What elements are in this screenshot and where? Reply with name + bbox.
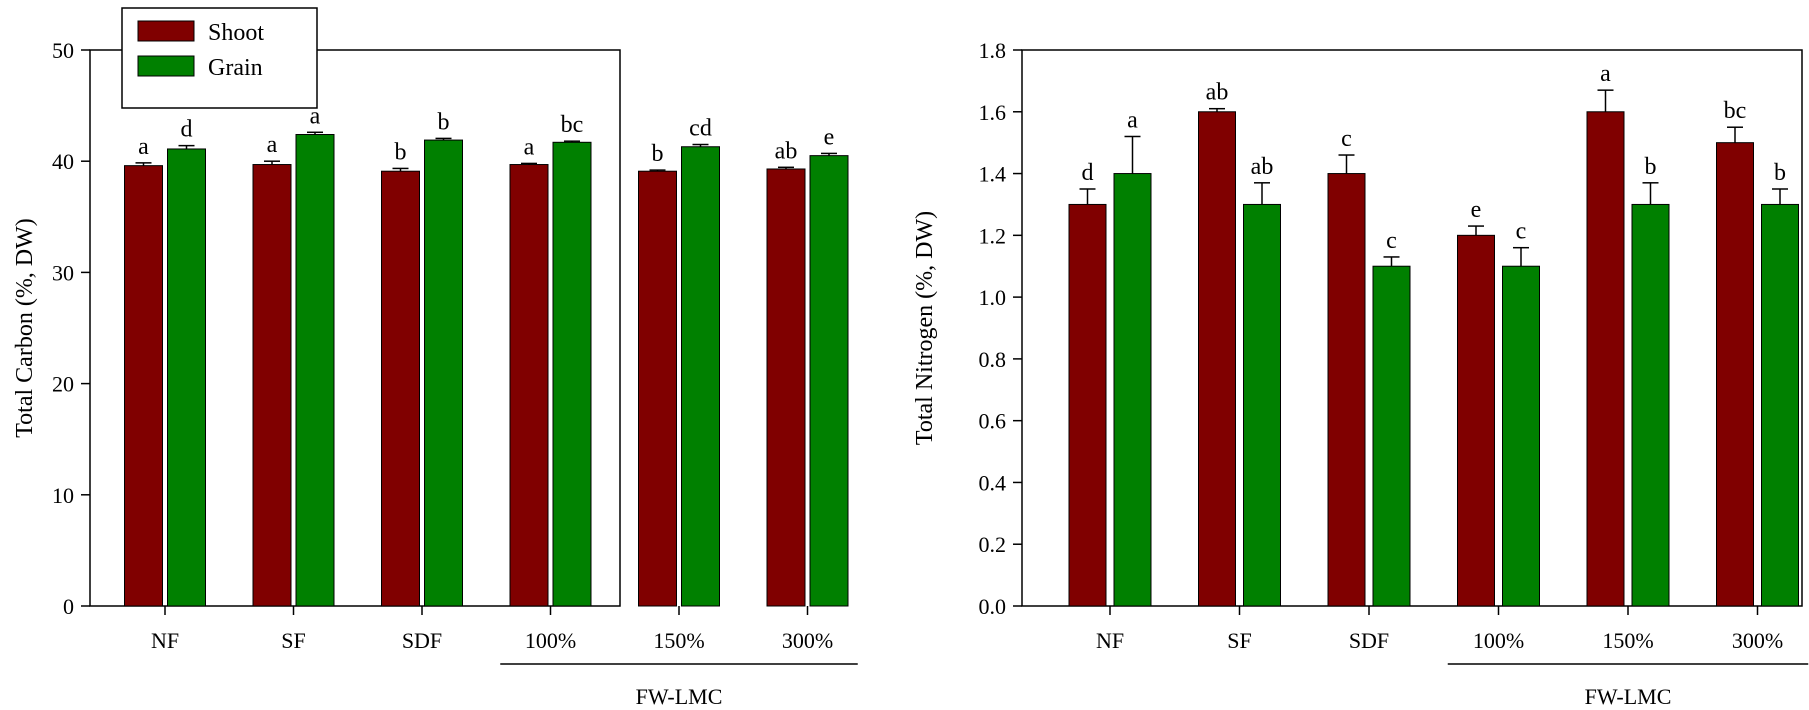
bar-grain — [1243, 203, 1281, 607]
bar-shoot — [1586, 111, 1625, 607]
y-tick-label: 1.6 — [979, 100, 1007, 125]
bar-grain — [167, 148, 206, 607]
y-tick-label: 50 — [52, 38, 74, 63]
legend-swatch-grain — [137, 55, 195, 77]
legend: Shoot Grain — [121, 7, 318, 109]
y-tick-label: 0.0 — [979, 594, 1007, 619]
significance-letter: ab — [1251, 154, 1274, 180]
chart-panel-2: 0.0 0.2 0.4 0.6 0.8 1.0 1.2 1.4 1.6 1.8 Total Nitr… — [912, 38, 1809, 709]
significance-letter: d — [1082, 160, 1094, 186]
y-tick-label: 0.2 — [979, 532, 1007, 557]
x-tick-label: 150% — [1602, 628, 1653, 653]
y-tick-label: 0 — [63, 594, 74, 619]
x-tick-label: SF — [281, 628, 305, 653]
significance-letter: a — [310, 103, 321, 129]
y-axis-label: Total Carbon (%, DW) — [12, 218, 38, 438]
x-tick-label: NF — [151, 628, 179, 653]
significance-letter: e — [824, 124, 835, 150]
bar-shoot — [252, 164, 292, 607]
bar-grain — [1372, 265, 1411, 607]
significance-letter: b — [1774, 160, 1786, 186]
y-tick-label: 0.8 — [979, 347, 1007, 372]
bar-grain — [1761, 203, 1799, 607]
x-tick-label: NF — [1096, 628, 1124, 653]
bar-shoot — [1198, 111, 1236, 607]
significance-letter: a — [138, 134, 149, 160]
significance-letter: a — [524, 134, 535, 160]
significance-letter: b — [652, 141, 664, 167]
bar-grain — [424, 139, 463, 607]
significance-letter: d — [181, 117, 193, 143]
bar-shoot — [1457, 234, 1495, 607]
y-tick-label: 20 — [52, 372, 74, 397]
bar-grain — [1502, 265, 1540, 607]
y-tick-label: 0.6 — [979, 409, 1007, 434]
bar-grain — [295, 134, 335, 607]
legend-label-grain: Grain — [208, 55, 263, 81]
significance-letter: a — [1600, 61, 1611, 87]
y-tick-label: 30 — [52, 260, 74, 285]
x-tick-label: 100% — [1473, 628, 1524, 653]
y-tick-label: 10 — [52, 483, 74, 508]
legend-swatch-shoot — [137, 20, 195, 42]
x-tick-label: SDF — [1349, 628, 1389, 653]
x-tick-label: 150% — [653, 628, 704, 653]
significance-letter: cd — [689, 116, 712, 142]
bar-shoot — [381, 170, 420, 607]
x-tick-label: SF — [1227, 628, 1251, 653]
y-tick-label: 1.8 — [979, 38, 1007, 63]
bar-shoot — [1068, 203, 1107, 607]
bar-grain — [809, 155, 849, 607]
bar-shoot — [638, 170, 677, 607]
significance-letter: a — [1127, 107, 1138, 133]
bar-grain — [552, 141, 592, 607]
legend-label-shoot: Shoot — [208, 20, 264, 46]
plot-frame — [1021, 49, 1803, 607]
bar-grain — [1113, 173, 1152, 607]
x-tick-label: SDF — [402, 628, 442, 653]
x-tick-label: 300% — [782, 628, 833, 653]
y-tick-label: 1.0 — [979, 285, 1007, 310]
significance-letter: b — [395, 139, 407, 165]
significance-letter: c — [1516, 219, 1527, 245]
plot-frame — [89, 49, 621, 607]
significance-letter: c — [1341, 126, 1352, 152]
significance-letter: b — [438, 109, 450, 135]
group-label: FW-LMC — [636, 684, 723, 709]
significance-letter: c — [1386, 228, 1397, 254]
bar-shoot — [509, 164, 549, 607]
bar-grain — [1631, 203, 1670, 607]
bar-shoot — [1716, 142, 1754, 607]
y-tick-label: 1.4 — [979, 162, 1007, 187]
x-tick-label: 100% — [525, 628, 576, 653]
significance-letter: bc — [561, 112, 584, 138]
significance-letter: ab — [775, 138, 798, 164]
y-tick-label: 1.2 — [979, 223, 1007, 248]
bar-grain — [681, 146, 720, 607]
y-axis-label: Total Nitrogen (%, DW) — [912, 211, 938, 445]
significance-letter: bc — [1724, 98, 1747, 124]
group-label: FW-LMC — [1585, 684, 1672, 709]
significance-letter: ab — [1206, 80, 1229, 106]
y-tick-label: 0.4 — [979, 470, 1007, 495]
bar-shoot — [1327, 173, 1366, 607]
bar-shoot — [766, 168, 806, 607]
bar-shoot — [124, 165, 163, 607]
significance-letter: e — [1471, 197, 1482, 223]
significance-letter: a — [267, 132, 278, 158]
x-tick-label: 300% — [1732, 628, 1783, 653]
significance-letter: b — [1645, 154, 1657, 180]
y-tick-label: 40 — [52, 149, 74, 174]
